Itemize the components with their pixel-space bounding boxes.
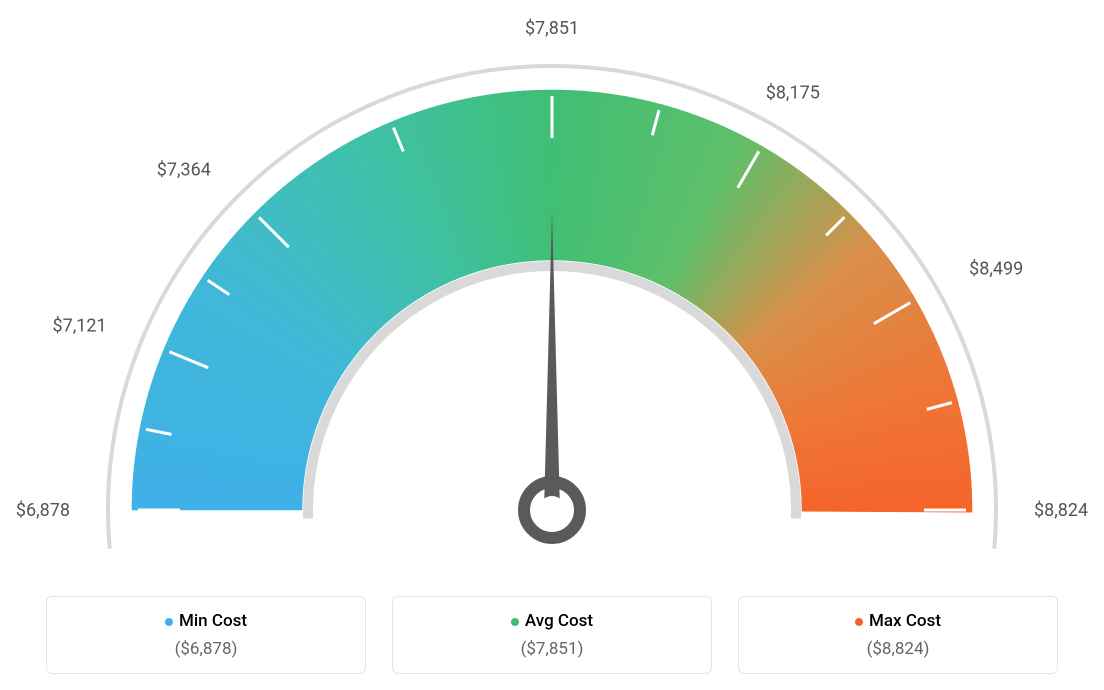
- legend-title-avg-text: Avg Cost: [525, 611, 593, 631]
- legend-title-avg: Avg Cost: [403, 611, 701, 631]
- legend-card-min: Min Cost ($6,878): [46, 596, 366, 674]
- legend-card-avg: Avg Cost ($7,851): [392, 596, 712, 674]
- dot-min: [165, 618, 173, 626]
- legend-value-max: ($8,824): [749, 639, 1047, 659]
- legend-title-min-text: Min Cost: [179, 611, 247, 631]
- tick-label: $7,851: [525, 18, 579, 39]
- gauge-chart: $6,878 $7,121 $7,364 $7,851 $8,175 $8,499 $8,8…: [0, 0, 1104, 560]
- legend-title-max-text: Max Cost: [869, 611, 941, 631]
- tick-label: $7,121: [52, 316, 106, 337]
- legend-row: Min Cost ($6,878) Avg Cost ($7,851) Max …: [0, 596, 1104, 674]
- tick-label: $8,824: [1034, 500, 1088, 521]
- tick-label: $7,364: [157, 159, 211, 180]
- legend-title-min: Min Cost: [57, 611, 355, 631]
- dot-avg: [511, 618, 519, 626]
- legend-card-max: Max Cost ($8,824): [738, 596, 1058, 674]
- legend-value-avg: ($7,851): [403, 639, 701, 659]
- gauge-svg: $6,878 $7,121 $7,364 $7,851 $8,175 $8,499 $8,8…: [0, 0, 1104, 560]
- tick-label: $6,878: [16, 500, 70, 521]
- legend-value-min: ($6,878): [57, 639, 355, 659]
- dot-max: [855, 618, 863, 626]
- tick-label: $8,499: [969, 259, 1023, 280]
- tick-label: $8,175: [766, 82, 820, 103]
- legend-title-max: Max Cost: [749, 611, 1047, 631]
